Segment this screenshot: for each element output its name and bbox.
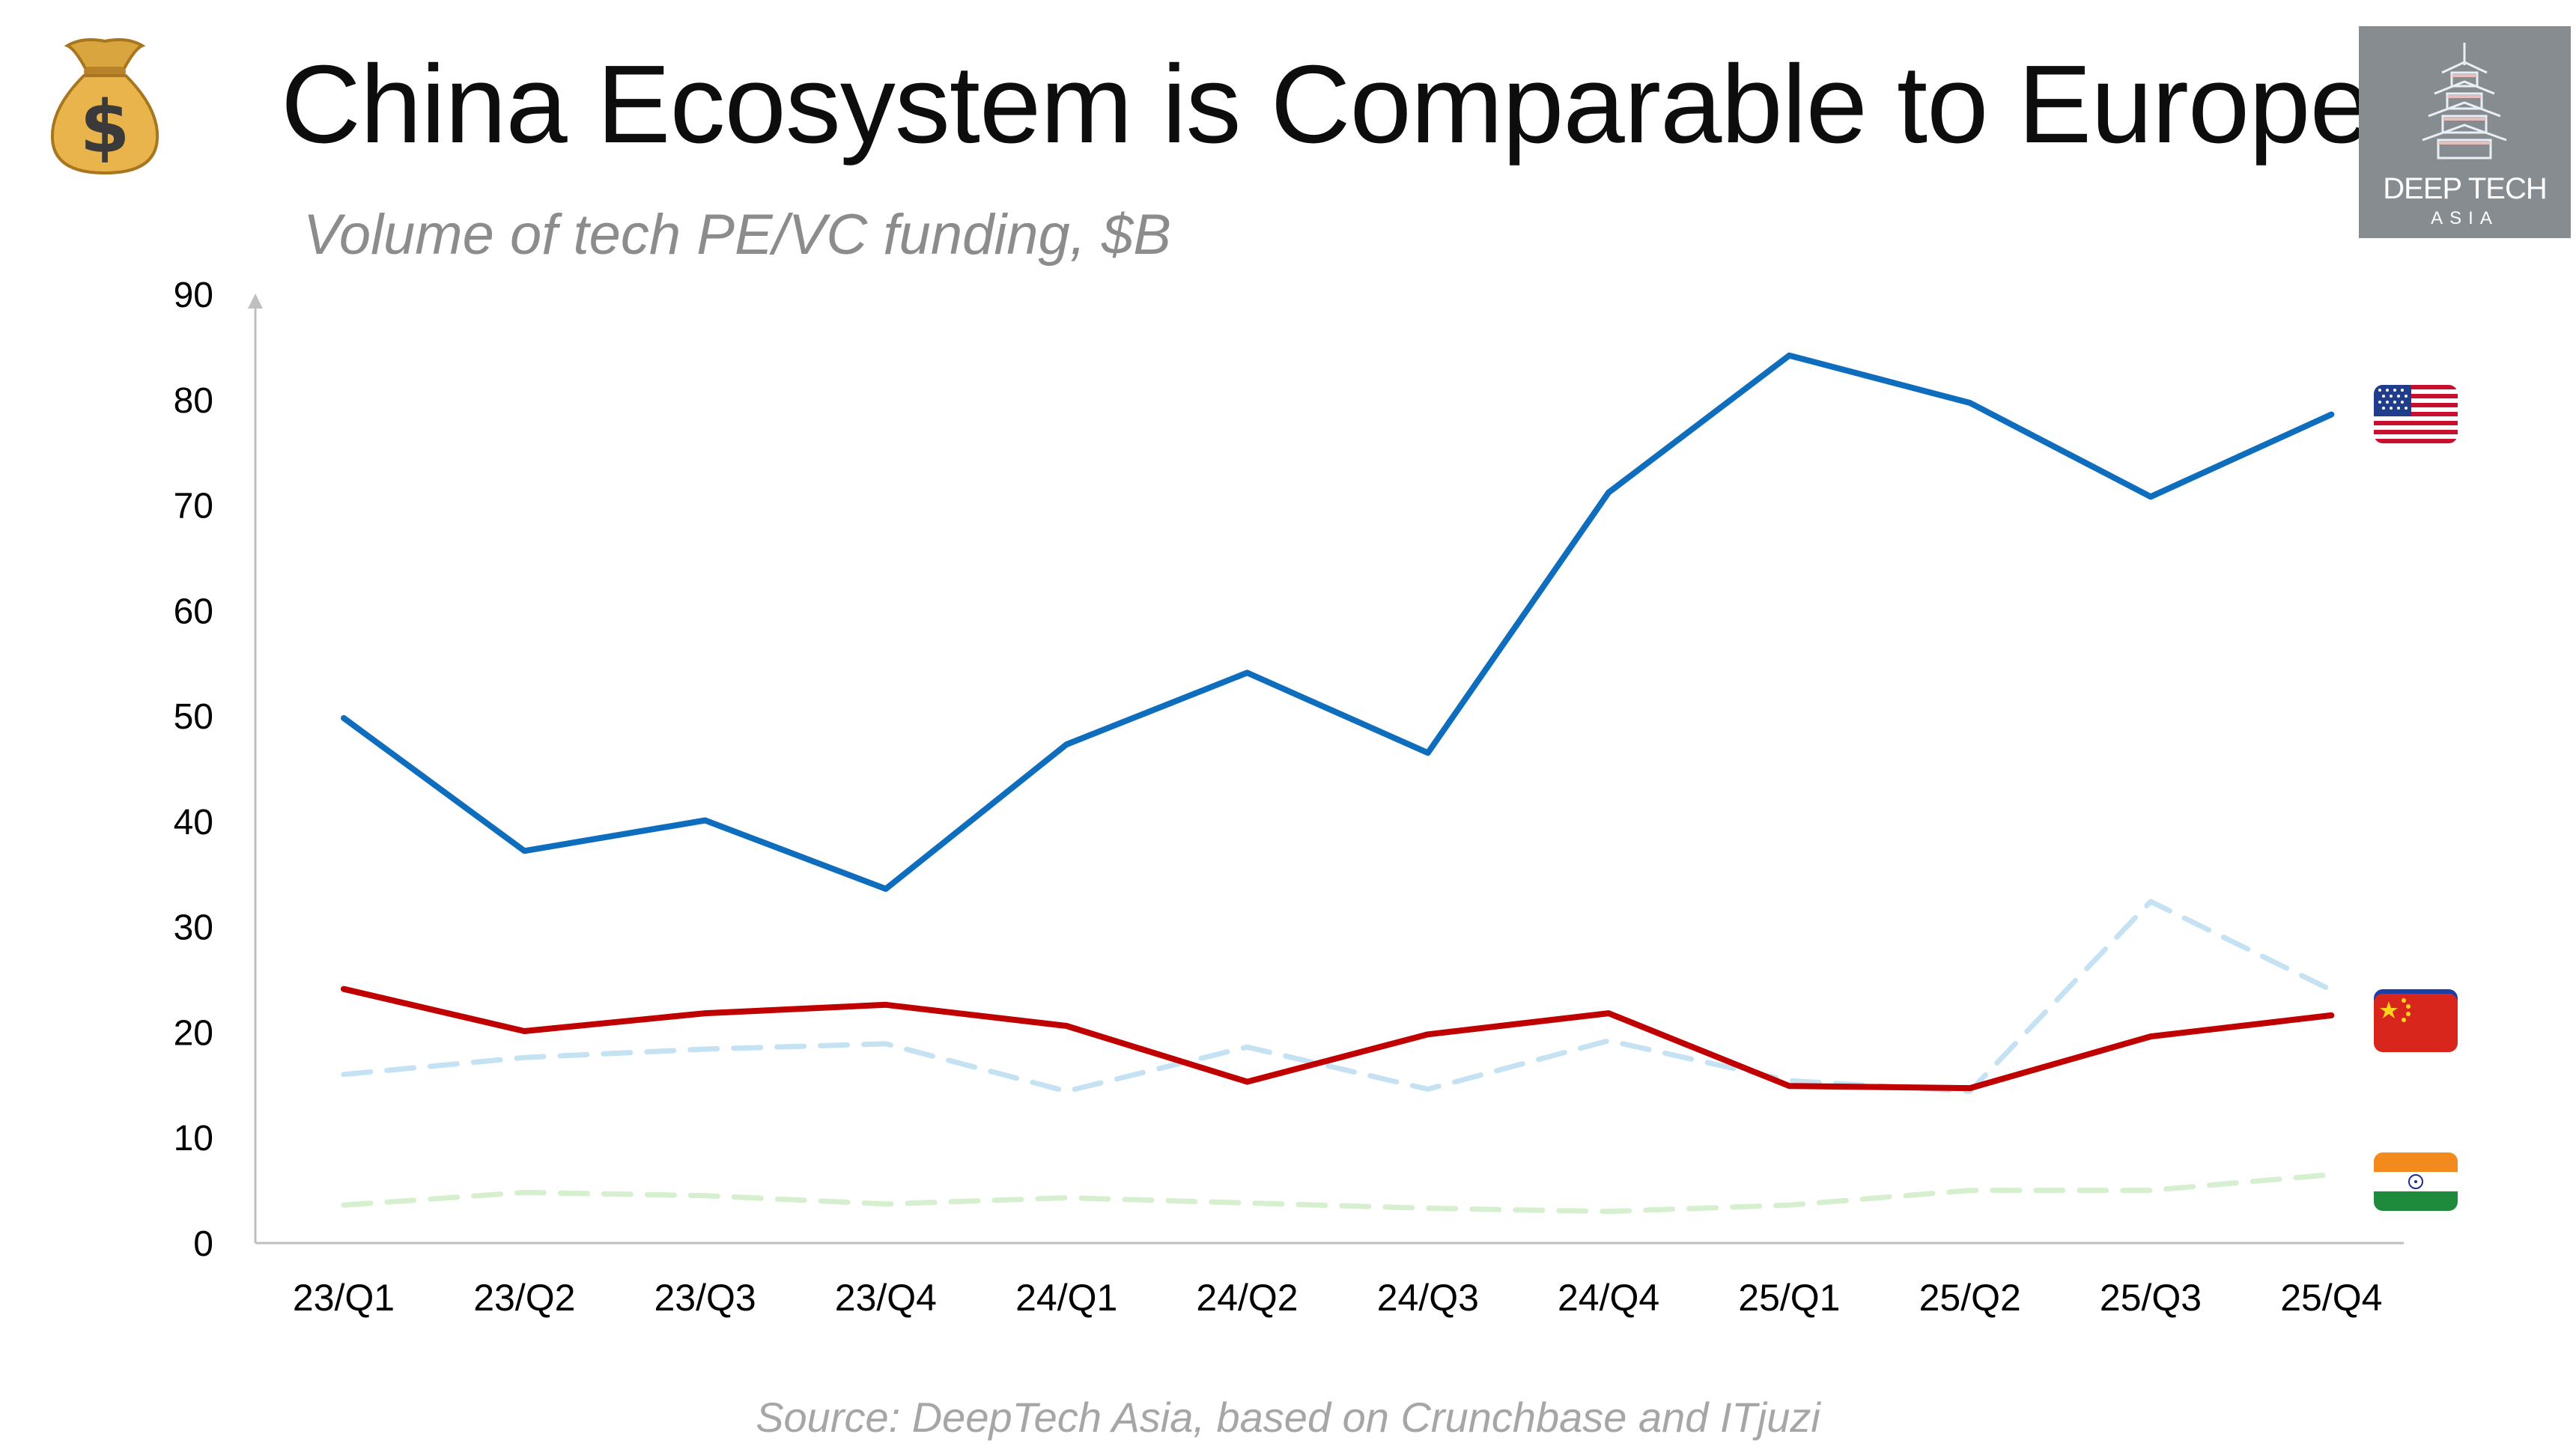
y-tick-label: 70 xyxy=(174,487,213,526)
x-tick-label: 23/Q1 xyxy=(293,1277,395,1319)
x-tick-label: 24/Q1 xyxy=(1015,1277,1117,1319)
y-tick-label: 10 xyxy=(174,1119,213,1158)
svg-text:$: $ xyxy=(80,85,130,169)
series-line-europe xyxy=(341,899,2334,1094)
money-bag-icon: $ xyxy=(45,34,165,176)
y-tick-label: 90 xyxy=(174,276,213,315)
source-note: Source: DeepTech Asia, based on Crunchba… xyxy=(756,1394,1820,1441)
india-flag-icon xyxy=(2374,1152,2458,1212)
pagoda-icon xyxy=(2422,43,2507,160)
x-tick-label: 25/Q1 xyxy=(1738,1277,1840,1319)
x-tick-label: 24/Q4 xyxy=(1558,1277,1659,1319)
series-line-india xyxy=(341,1172,2334,1215)
china-flag-icon xyxy=(2374,993,2458,1052)
y-tick-label: 40 xyxy=(174,803,213,842)
series-line-us xyxy=(341,352,2335,892)
x-tick-label: 24/Q3 xyxy=(1377,1277,1479,1319)
y-axis-arrow xyxy=(248,294,263,309)
logo-text: DEEP TECH xyxy=(2383,172,2547,205)
y-tick-label: 0 xyxy=(193,1224,213,1264)
us-flag-icon xyxy=(2374,385,2458,444)
series-line-china xyxy=(341,985,2335,1092)
x-tick-label: 23/Q2 xyxy=(473,1277,575,1319)
logo-subtext: ASIA xyxy=(2431,208,2499,228)
chart-subtitle: Volume of tech PE/VC funding, $B xyxy=(303,203,1171,267)
deeptech-asia-logo: DEEP TECH ASIA xyxy=(2359,26,2571,238)
x-tick-label: 25/Q2 xyxy=(1919,1277,2021,1319)
y-tick-label: 80 xyxy=(174,381,213,421)
y-tick-label: 30 xyxy=(174,908,213,948)
x-tick-label: 25/Q3 xyxy=(2100,1277,2202,1319)
x-tick-label: 25/Q4 xyxy=(2280,1277,2382,1319)
x-tick-label: 23/Q3 xyxy=(654,1277,756,1319)
y-tick-label: 60 xyxy=(174,592,213,631)
x-tick-label: 23/Q4 xyxy=(835,1277,937,1319)
y-tick-label: 50 xyxy=(174,697,213,737)
y-tick-label: 20 xyxy=(174,1013,213,1053)
x-tick-label: 24/Q2 xyxy=(1196,1277,1298,1319)
page-title: China Ecosystem is Comparable to Europe xyxy=(281,43,2372,166)
